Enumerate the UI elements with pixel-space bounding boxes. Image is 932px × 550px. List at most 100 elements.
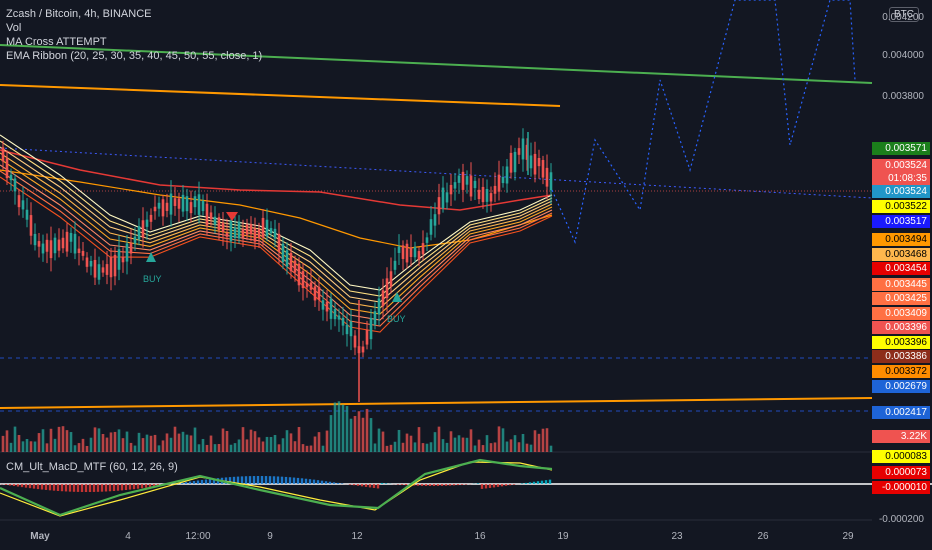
volume-bar xyxy=(477,439,481,452)
candle-body xyxy=(409,247,413,257)
candle-body xyxy=(61,237,65,249)
macd-histogram-bar xyxy=(420,484,424,486)
ma-cross-indicator-label[interactable]: MA Cross ATTEMPT xyxy=(6,36,107,48)
macd-histogram-bar xyxy=(240,476,244,484)
candle-body xyxy=(521,138,525,160)
time-axis-label: 26 xyxy=(757,531,769,542)
volume-bar xyxy=(173,426,177,452)
macd-histogram-bar xyxy=(228,477,232,484)
macd-histogram-bar xyxy=(360,484,364,487)
volume-bar xyxy=(25,438,29,452)
macd-histogram-bar xyxy=(452,484,456,486)
macd-histogram-bar xyxy=(252,476,256,484)
volume-bar xyxy=(373,443,377,452)
candle-body xyxy=(257,229,261,238)
orange-trendline-upper xyxy=(0,84,561,107)
macd-histogram-bar xyxy=(532,481,536,484)
volume-bar xyxy=(257,437,261,452)
volume-bar xyxy=(241,427,245,452)
candle-body xyxy=(373,311,377,325)
volume-bar xyxy=(305,445,309,452)
symbol-title[interactable]: Zcash / Bitcoin, 4h, BINANCE xyxy=(6,8,152,20)
ma-mid-line xyxy=(0,169,553,249)
macd-scale-tick: -0.000200 xyxy=(878,514,924,525)
candle-body xyxy=(445,192,449,203)
macd-histogram-bar xyxy=(60,484,64,492)
candle-body xyxy=(101,267,105,273)
candle-body xyxy=(457,175,461,183)
price-tag: 0.003517 xyxy=(872,215,930,228)
volume-bar xyxy=(393,441,397,452)
macd-histogram-bar xyxy=(204,479,208,484)
candle-body xyxy=(489,193,493,202)
volume-bar xyxy=(101,433,105,452)
macd-histogram-bar xyxy=(368,484,372,488)
volume-bar xyxy=(149,435,153,452)
volume-bar xyxy=(21,441,25,452)
volume-bar xyxy=(13,426,17,452)
macd-histogram-bar xyxy=(248,476,252,484)
vol-indicator-label[interactable]: Vol xyxy=(6,22,22,34)
volume-bar xyxy=(69,432,73,452)
volume-bar xyxy=(317,432,321,452)
volume-bar xyxy=(497,426,501,452)
macd-histogram-bar xyxy=(100,484,104,492)
price-tag: 0.003522 xyxy=(872,200,930,213)
macd-histogram-bar xyxy=(128,484,132,490)
macd-histogram-bar xyxy=(488,484,492,488)
volume-bar xyxy=(429,442,433,452)
candle-body xyxy=(181,194,185,212)
ema-ribbon-indicator-label[interactable]: EMA Ribbon (20, 25, 30, 35, 40, 45, 50, … xyxy=(6,50,263,62)
volume-bar xyxy=(489,443,493,452)
macd-histogram-bar xyxy=(412,484,416,486)
volume-bar xyxy=(513,435,517,452)
candle-body xyxy=(497,174,501,192)
macd-histogram-bar xyxy=(20,484,24,488)
candle-body xyxy=(113,254,117,277)
volume-bar xyxy=(189,435,193,452)
macd-signal-line xyxy=(0,461,553,517)
candle-body xyxy=(429,219,433,235)
time-axis-label: 23 xyxy=(671,531,683,542)
macd-histogram-bar xyxy=(200,479,204,484)
volume-bar xyxy=(465,437,469,452)
macd-histogram-bar xyxy=(496,484,500,487)
price-tag: 0.000073 xyxy=(872,466,930,479)
volume-bar xyxy=(5,430,9,452)
price-tag: 0.002679 xyxy=(872,380,930,393)
volume-bar xyxy=(445,442,449,452)
currency-badge[interactable]: BTC xyxy=(889,7,919,22)
price-tag: 0.003524 xyxy=(872,185,930,198)
macd-histogram-bar xyxy=(308,479,312,484)
macd-histogram-bar xyxy=(456,484,460,486)
macd-histogram-bar xyxy=(256,476,260,484)
macd-histogram-bar xyxy=(32,484,36,489)
volume-bar xyxy=(517,442,521,452)
volume-bar xyxy=(469,429,473,452)
candle-body xyxy=(105,264,109,275)
price-scale-tick: 0.004200 xyxy=(882,12,924,23)
volume-bar xyxy=(413,442,417,452)
candle-body xyxy=(369,317,373,340)
volume-bar xyxy=(121,438,125,452)
macd-histogram-bar xyxy=(404,484,408,486)
macd-histogram-bar xyxy=(372,484,376,488)
candle-body xyxy=(505,166,509,184)
candle-body xyxy=(161,199,165,217)
candle-body xyxy=(529,155,533,169)
macd-histogram-bar xyxy=(236,476,240,484)
volume-bar xyxy=(129,442,133,452)
candle-body xyxy=(25,209,29,220)
price-scale-tick: 0.003800 xyxy=(882,91,924,102)
volume-bar xyxy=(137,432,141,452)
volume-bar xyxy=(169,437,173,452)
macd-histogram-bar xyxy=(232,476,236,484)
macd-histogram-bar xyxy=(380,482,384,484)
volume-bar xyxy=(281,438,285,452)
candle-body xyxy=(305,283,309,288)
macd-indicator-label[interactable]: CM_Ult_MacD_MTF (60, 12, 26, 9) xyxy=(6,461,178,473)
macd-histogram-bar xyxy=(152,484,156,487)
volume-bar xyxy=(357,411,361,452)
macd-histogram-bar xyxy=(68,484,72,492)
